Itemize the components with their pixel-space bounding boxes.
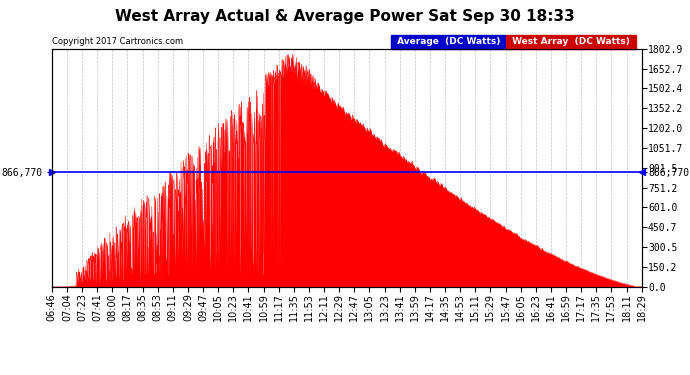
Text: West Array Actual & Average Power Sat Sep 30 18:33: West Array Actual & Average Power Sat Se… — [115, 9, 575, 24]
Text: Average  (DC Watts): Average (DC Watts) — [394, 38, 504, 46]
Text: West Array  (DC Watts): West Array (DC Watts) — [509, 38, 633, 46]
Text: Copyright 2017 Cartronics.com: Copyright 2017 Cartronics.com — [52, 38, 183, 46]
